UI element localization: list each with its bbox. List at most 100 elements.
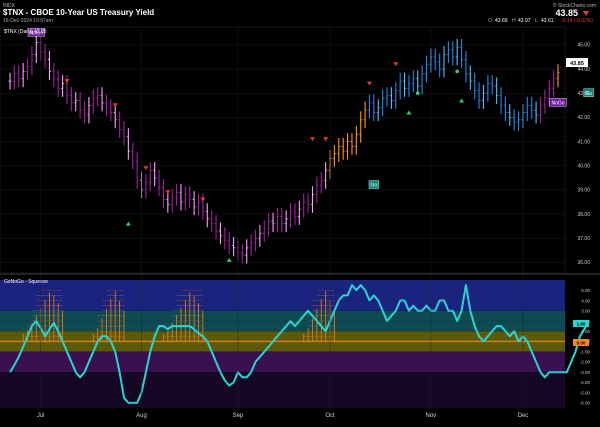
- zero-value-tag: [573, 339, 589, 346]
- month-tick-label: Nov: [426, 413, 437, 419]
- trend-label-box: [583, 88, 594, 97]
- price-bar: [367, 94, 371, 119]
- price-bar: [258, 224, 262, 247]
- oscillator-zone: [0, 280, 565, 311]
- price-bar: [280, 207, 284, 233]
- price-bar: [275, 207, 279, 233]
- oscillator-y-tick-label: -1.00: [580, 349, 591, 354]
- nogo-down-marker: [143, 166, 149, 171]
- nogo-down-marker: [112, 103, 118, 108]
- price-bar: [350, 133, 354, 155]
- price-bar: [227, 232, 231, 254]
- last-price-tag-text: 43.85: [570, 61, 584, 67]
- price-bar: [451, 41, 455, 66]
- oscillator-y-tick-label: 4.00: [581, 298, 590, 303]
- nogo-down-marker: [200, 197, 206, 202]
- price-bar: [17, 65, 21, 88]
- price-bar: [284, 210, 288, 233]
- price-bar: [249, 234, 253, 257]
- price-bar: [517, 111, 521, 131]
- price-y-tick-label: 38.00: [577, 212, 590, 218]
- price-bar: [442, 46, 446, 78]
- price-grid: [0, 44, 565, 263]
- go-dot-marker: [455, 69, 459, 74]
- trend-label-box: [549, 98, 567, 107]
- price-bar: [34, 34, 38, 64]
- price-bar: [205, 203, 209, 228]
- price-bar: [157, 169, 161, 196]
- price-bar: [175, 183, 179, 206]
- price-bar: [319, 171, 323, 194]
- exchange-label: INDX: [3, 3, 16, 9]
- trend-label-box: [368, 180, 379, 189]
- price-bar: [74, 92, 78, 112]
- go-up-marker: [459, 98, 465, 103]
- price-bar: [481, 84, 485, 109]
- price-bar: [148, 162, 152, 192]
- trend-label-box: [27, 28, 45, 37]
- month-tick-label: Jul: [37, 413, 45, 419]
- oscillator-y-tick-label: 3.00: [581, 309, 590, 314]
- price-bar: [109, 99, 113, 122]
- price-bar: [289, 203, 293, 228]
- price-bar: [315, 176, 319, 204]
- oscillator-y-tick-label: -4.00: [580, 380, 591, 385]
- price-y-axis: 45.00 44.00 43.00 42.00 41.00 40.00 39.00 38.00…: [577, 43, 590, 266]
- price-bar: [512, 108, 516, 131]
- price-markers: [64, 62, 465, 262]
- price-bar: [372, 94, 376, 122]
- price-y-tick-label: 41.00: [577, 139, 590, 145]
- price-bar: [302, 193, 306, 218]
- price-bar: [473, 72, 477, 100]
- high-label: H: [512, 18, 516, 24]
- oscillator-legend: GoNoGo - Squeeze: [4, 279, 48, 285]
- price-bar: [8, 72, 12, 90]
- price-bar: [438, 53, 442, 78]
- squeeze-group: [92, 290, 125, 342]
- price-bar: [96, 87, 100, 107]
- price-legend: $TNX (Daily) 43.85: [4, 29, 47, 35]
- oscillator-value-tag: [573, 320, 589, 327]
- zero-value-tag-text: 0.00: [577, 341, 586, 346]
- price-bar: [144, 174, 148, 199]
- oscillator-y-tick-label: 5.00: [581, 288, 590, 293]
- oscillator-panel: 5.004.003.002.001.000.00-1.00-2.00-3.00-…: [0, 279, 590, 408]
- oscillator-series-line: [9, 284, 590, 404]
- price-bar: [223, 227, 227, 250]
- chart-date: 16-Dec-2024 10:57am: [3, 18, 53, 24]
- squeeze-group: [162, 290, 204, 342]
- price-bar: [113, 104, 117, 129]
- price-bar: [183, 186, 187, 211]
- price-bar: [398, 72, 402, 100]
- panel-divider[interactable]: [0, 273, 600, 275]
- price-bar: [363, 101, 367, 129]
- change-value: -0.14 (-0.32%): [561, 18, 593, 24]
- price-bar: [122, 121, 126, 146]
- price-bar: [403, 72, 407, 97]
- price-bar: [271, 212, 275, 233]
- nogo-down-marker: [64, 79, 70, 84]
- price-bar: [468, 65, 472, 90]
- trend-label: Go: [583, 88, 594, 97]
- trend-label-text: Go: [371, 183, 378, 189]
- oscillator-line: [9, 284, 590, 404]
- go-up-marker: [125, 221, 131, 226]
- price-bar: [135, 152, 139, 189]
- price-bar: [354, 125, 358, 155]
- price-bar: [56, 70, 60, 97]
- price-panel: NoGo Go NoGo Go 45.00 44.00 43.00 42.00 41.00 40…: [0, 26, 594, 274]
- trend-label-text: NoGo: [551, 100, 564, 106]
- price-bar: [547, 79, 551, 107]
- trend-label: NoGo: [27, 28, 45, 37]
- trend-label: Go: [368, 180, 379, 189]
- oscillator-value-tag-text: 1.88: [577, 322, 586, 327]
- price-bar: [446, 41, 450, 64]
- price-bar: [306, 193, 310, 213]
- go-dot-marker: [415, 91, 420, 96]
- month-tick-label: Oct: [325, 413, 335, 419]
- price-bar: [161, 178, 165, 208]
- price-bar: [508, 104, 512, 126]
- price-bar: [341, 137, 345, 160]
- price-bar: [310, 186, 314, 213]
- price-bar: [179, 183, 183, 211]
